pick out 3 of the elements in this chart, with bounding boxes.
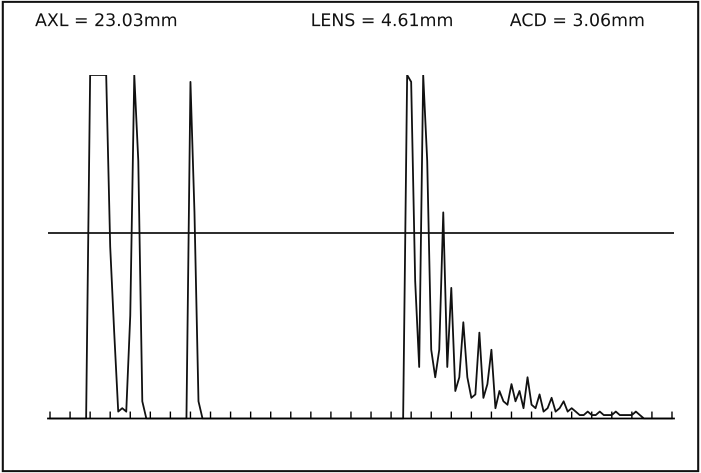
text: LENS = 4.61mm	[312, 13, 452, 26]
text: AXL = 23.03mm	[35, 13, 176, 26]
text: ACD = 3.06mm	[510, 13, 644, 26]
